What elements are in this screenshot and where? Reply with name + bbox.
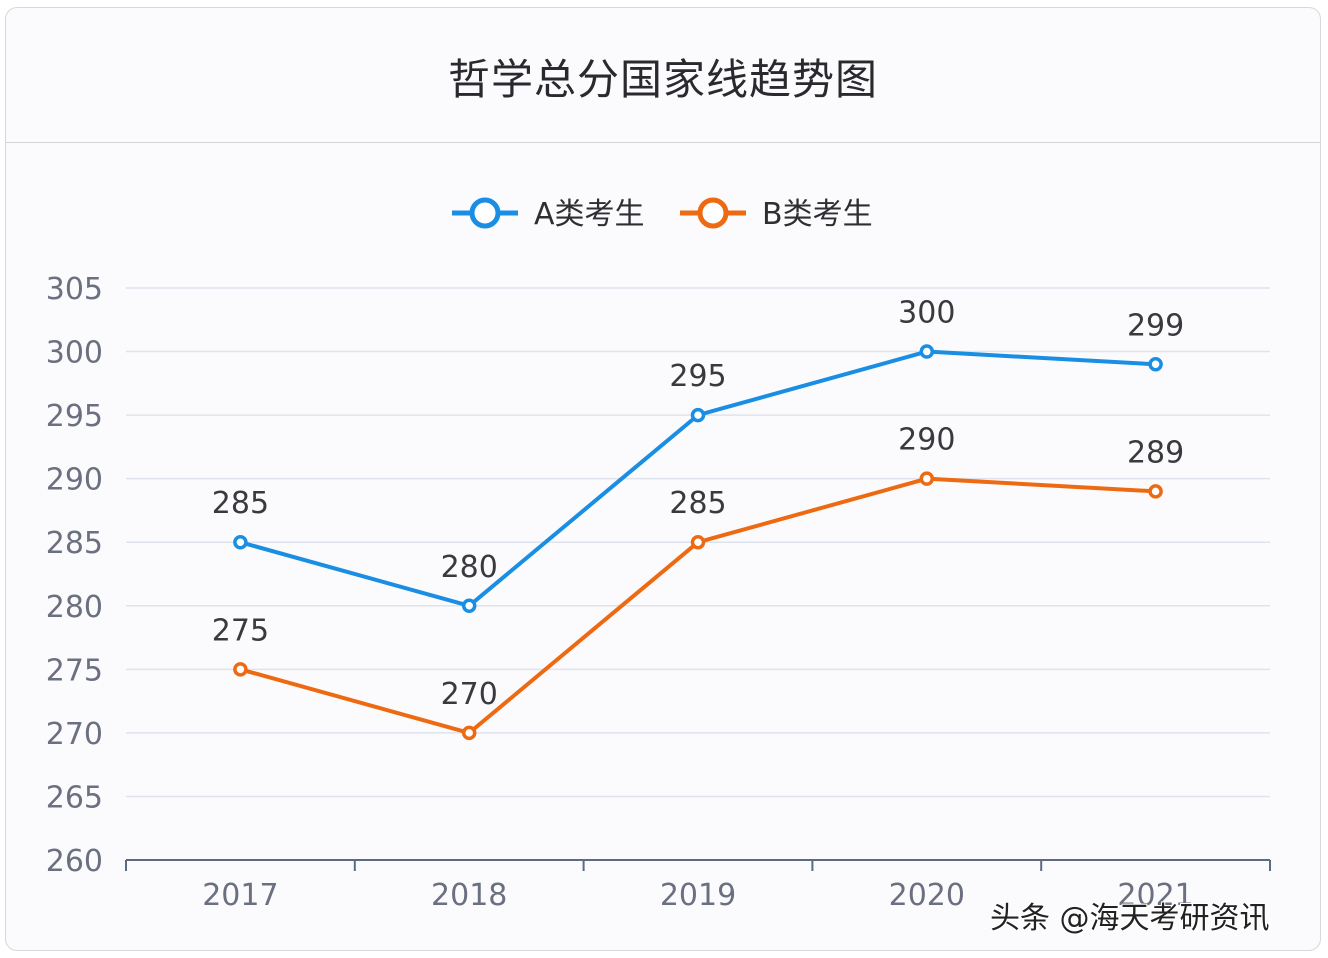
data-point[interactable]: [690, 534, 706, 550]
data-label: 289: [1127, 435, 1184, 470]
legend-item-a[interactable]: A类考生: [452, 197, 645, 232]
title-bar: 哲学总分国家线趋势图: [6, 8, 1320, 143]
chart-title: 哲学总分国家线趋势图: [447, 55, 878, 104]
data-point[interactable]: [1148, 484, 1163, 499]
data-label: 299: [1127, 308, 1184, 343]
data-label: 295: [669, 359, 726, 394]
y-tick-label: 260: [46, 844, 103, 879]
data-point[interactable]: [690, 407, 706, 423]
x-tick-label: 2017: [202, 878, 278, 913]
data-point[interactable]: [233, 534, 248, 550]
y-axis: 260 265 270 275 280 285 290 295 300 305: [46, 272, 1270, 879]
series-b: 275 270 285 290 289: [212, 423, 1184, 741]
y-tick-label: 295: [46, 399, 103, 434]
data-label: 285: [212, 486, 269, 521]
data-label: 270: [441, 677, 498, 712]
x-tick-label: 2020: [889, 878, 965, 913]
x-tick-label: 2018: [431, 878, 507, 913]
legend-label: A类考生: [534, 197, 645, 232]
data-label: 300: [898, 296, 955, 331]
watermark: 头条 @海天考研资讯: [990, 901, 1270, 936]
x-axis: 2017 2018 2019 2020 2021: [125, 859, 1271, 913]
y-tick-label: 305: [46, 272, 103, 307]
legend-label: B类考生: [762, 197, 873, 232]
y-tick-label: 300: [46, 336, 103, 371]
data-label: 290: [898, 423, 955, 458]
series-a: 285 280 295 300 299: [212, 296, 1184, 614]
data-point[interactable]: [919, 471, 935, 486]
data-label: 275: [212, 613, 269, 648]
data-label: 285: [669, 486, 726, 521]
data-point[interactable]: [1148, 357, 1163, 372]
x-tick-label: 2019: [660, 878, 736, 913]
data-point[interactable]: [461, 598, 477, 614]
y-tick-label: 270: [46, 717, 103, 752]
data-point[interactable]: [919, 344, 935, 359]
legend-circle-icon: [697, 197, 729, 229]
data-label: 280: [441, 550, 498, 585]
data-point[interactable]: [461, 725, 477, 741]
legend-item-b[interactable]: B类考生: [680, 197, 873, 232]
data-point[interactable]: [233, 662, 248, 677]
legend: A类考生 B类考生: [452, 197, 873, 232]
y-tick-label: 265: [46, 780, 103, 815]
y-tick-label: 285: [46, 526, 103, 561]
x-tick-label: 2021: [1117, 878, 1193, 913]
legend-circle-icon: [469, 197, 501, 229]
y-tick-label: 275: [46, 653, 103, 688]
y-tick-label: 290: [46, 463, 103, 498]
y-tick-label: 280: [46, 590, 103, 625]
